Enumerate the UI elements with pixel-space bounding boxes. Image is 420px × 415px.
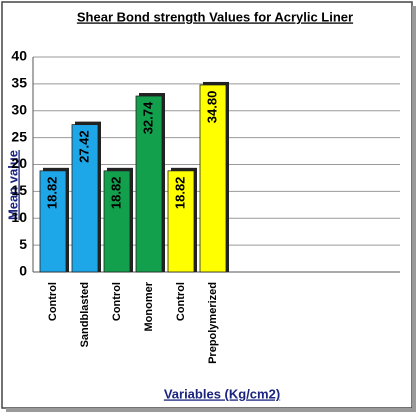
chart-title: Shear Bond strength Values for Acrylic L… <box>77 9 353 24</box>
y-tick-label: 10 <box>11 209 27 225</box>
y-tick-label: 20 <box>11 155 27 171</box>
value-label: 34.80 <box>204 91 219 124</box>
value-label: 18.82 <box>108 177 123 210</box>
value-label: 18.82 <box>172 177 187 210</box>
y-tick-label: 25 <box>11 128 27 144</box>
x-tick-label: Prepolymerized <box>207 282 219 364</box>
frame-shadow <box>412 6 416 411</box>
y-tick-label: 30 <box>11 101 27 117</box>
x-tick-label: Monomer <box>143 281 155 331</box>
y-tick-label: 5 <box>19 236 27 252</box>
y-tick-label: 15 <box>11 182 27 198</box>
bar <box>167 170 195 273</box>
y-tick-label: 40 <box>11 48 27 64</box>
y-tick-label: 35 <box>11 75 27 91</box>
bar <box>135 95 163 273</box>
x-tick-label: Control <box>111 282 123 321</box>
x-tick-label: Control <box>47 282 59 321</box>
value-label: 18.82 <box>44 177 59 210</box>
value-label: 27.42 <box>76 130 91 163</box>
bar <box>39 170 67 273</box>
frame-shadow <box>6 408 416 412</box>
x-tick-label: Control <box>175 282 187 321</box>
y-tick-label: 0 <box>19 263 27 279</box>
bar <box>71 124 99 273</box>
bar <box>103 170 131 273</box>
y-axis-label: Mean value <box>5 150 20 220</box>
x-tick-label: Sandblasted <box>79 282 91 347</box>
value-label: 32.74 <box>140 101 155 134</box>
bar <box>199 84 227 273</box>
x-axis-label: Variables (Kg/cm2) <box>164 386 280 401</box>
